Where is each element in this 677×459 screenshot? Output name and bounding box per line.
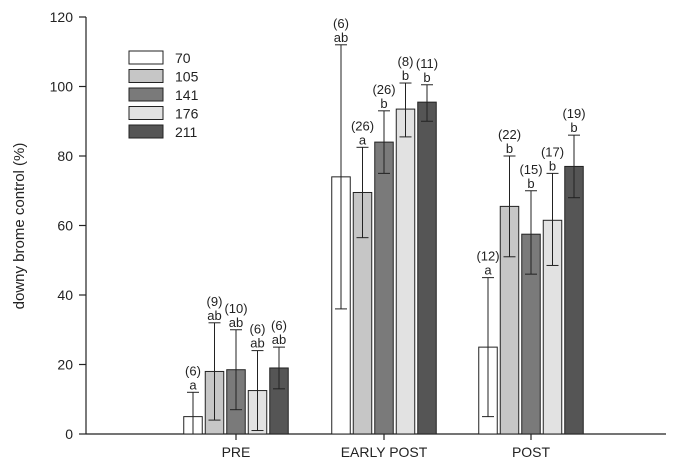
legend-label: 141 — [175, 87, 199, 103]
legend-label: 176 — [175, 106, 199, 122]
sample-size-label: (6) — [185, 363, 201, 378]
legend: 70 105 141 176 211 — [128, 50, 199, 140]
sample-size-label: (6) — [250, 322, 266, 337]
bar — [374, 141, 394, 435]
x-tick-label: PRE — [222, 444, 251, 459]
significance-letter: ab — [250, 336, 264, 351]
sample-size-label: (17) — [541, 144, 564, 159]
significance-letter: a — [189, 377, 197, 392]
significance-letter: b — [506, 141, 513, 156]
y-tick-label: 40 — [57, 287, 73, 303]
bar — [417, 101, 437, 435]
significance-letter: b — [527, 176, 534, 191]
bars: a(6)ab(6)a(12)ab(9)a(26)b(22)ab(10)b(26)… — [183, 16, 586, 435]
legend-swatch — [128, 87, 164, 102]
legend-swatch — [128, 69, 164, 83]
sample-size-label: (8) — [398, 54, 414, 69]
sample-size-label: (15) — [519, 162, 542, 177]
y-tick-label: 20 — [57, 357, 73, 373]
significance-letter: ab — [334, 30, 348, 45]
sample-size-label: (22) — [498, 127, 521, 142]
y-tick-label: 0 — [65, 426, 73, 442]
axes: 0 20 40 60 80 100 120 PRE EARLY POST POST — [50, 9, 666, 459]
sample-size-label: (6) — [271, 318, 287, 333]
sample-size-label: (12) — [476, 249, 499, 264]
significance-letter: ab — [272, 332, 286, 347]
sample-size-label: (6) — [333, 16, 349, 31]
significance-letter: b — [380, 96, 387, 111]
sample-size-label: (26) — [372, 82, 395, 97]
sample-size-label: (19) — [562, 106, 585, 121]
significance-letter: b — [549, 158, 556, 173]
sample-size-label: (26) — [351, 118, 374, 133]
significance-letter: b — [570, 120, 577, 135]
sample-size-label: (9) — [207, 294, 223, 309]
legend-label: 211 — [175, 124, 198, 140]
y-tick-label: 60 — [57, 218, 73, 234]
significance-letter: a — [359, 132, 367, 147]
y-tick-label: 100 — [50, 79, 74, 95]
bar — [564, 165, 584, 435]
x-tick-label: POST — [512, 444, 551, 459]
legend-label: 70 — [175, 50, 191, 66]
y-tick-label: 120 — [50, 9, 74, 25]
bar — [395, 108, 416, 435]
significance-letter: ab — [207, 308, 221, 323]
y-tick-label: 80 — [57, 148, 73, 164]
legend-swatch — [128, 50, 164, 65]
legend-swatch — [128, 106, 164, 120]
sample-size-label: (10) — [224, 301, 247, 316]
significance-letter: a — [484, 263, 492, 278]
y-axis-label: downy brome control (%) — [11, 143, 28, 310]
legend-label: 105 — [175, 69, 199, 85]
legend-swatch — [128, 124, 164, 139]
significance-letter: b — [402, 68, 409, 83]
significance-letter: ab — [229, 315, 243, 330]
significance-letter: b — [423, 70, 430, 85]
x-tick-label: EARLY POST — [341, 444, 428, 459]
sample-size-label: (11) — [416, 56, 438, 71]
